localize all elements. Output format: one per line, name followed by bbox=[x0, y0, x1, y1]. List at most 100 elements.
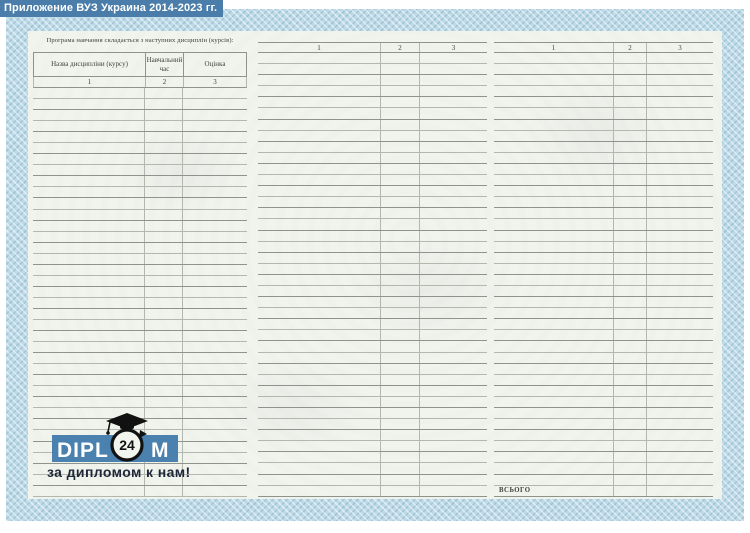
table-row bbox=[494, 441, 713, 453]
table-row bbox=[258, 274, 487, 286]
blank-rows-area: ВСЬОГО bbox=[494, 53, 713, 497]
table-cell bbox=[33, 397, 144, 407]
table-row bbox=[258, 463, 487, 475]
table-cell bbox=[258, 297, 380, 307]
table-cell bbox=[646, 385, 713, 396]
table-row bbox=[33, 463, 247, 475]
table-row bbox=[33, 419, 247, 431]
table-cell bbox=[419, 64, 487, 75]
table-cell bbox=[494, 131, 613, 141]
table-cell bbox=[494, 308, 613, 318]
table-cell bbox=[258, 164, 380, 174]
table-cell bbox=[258, 120, 380, 130]
table-cell bbox=[494, 319, 613, 329]
column-number-row: 1 2 3 bbox=[258, 42, 487, 53]
table-row bbox=[258, 319, 487, 331]
table-cell bbox=[33, 486, 144, 496]
table-cell bbox=[380, 474, 419, 485]
table-cell bbox=[613, 285, 646, 297]
table-cell bbox=[144, 220, 182, 231]
table-cell bbox=[182, 297, 247, 308]
table-cell bbox=[380, 274, 419, 285]
table-row: ВСЬОГО bbox=[494, 485, 713, 497]
table-cell bbox=[419, 363, 487, 374]
table-cell bbox=[182, 132, 247, 143]
table-cell bbox=[33, 143, 144, 153]
table-row bbox=[494, 396, 713, 408]
table-cell bbox=[33, 121, 144, 131]
table-cell bbox=[144, 132, 182, 143]
table-cell bbox=[182, 242, 247, 253]
table-row bbox=[258, 396, 487, 408]
table-cell bbox=[258, 475, 380, 485]
table-cell bbox=[144, 231, 182, 242]
table-cell bbox=[33, 386, 144, 396]
document-paper: Програма навчання складається з наступни… bbox=[28, 31, 722, 499]
table-cell bbox=[419, 452, 487, 463]
table-cell bbox=[419, 274, 487, 285]
table-cell bbox=[182, 485, 247, 496]
table-cell bbox=[494, 86, 613, 96]
table-row bbox=[494, 419, 713, 431]
table-cell bbox=[646, 75, 713, 86]
table-cell bbox=[494, 108, 613, 118]
table-cell bbox=[419, 385, 487, 396]
table-cell bbox=[258, 75, 380, 85]
table-cell bbox=[646, 241, 713, 252]
table-cell bbox=[419, 352, 487, 363]
table-cell bbox=[380, 75, 419, 86]
table-cell bbox=[613, 363, 646, 374]
table-cell bbox=[182, 342, 247, 353]
table-cell bbox=[380, 485, 419, 496]
table-cell bbox=[144, 176, 182, 187]
clock-icon bbox=[110, 428, 144, 462]
table-cell bbox=[144, 88, 182, 99]
table-cell bbox=[419, 252, 487, 263]
table-cell bbox=[646, 130, 713, 141]
table-cell bbox=[258, 319, 380, 329]
table-cell bbox=[646, 285, 713, 297]
table-cell bbox=[258, 219, 380, 229]
table-cell bbox=[613, 341, 646, 352]
table-row bbox=[494, 263, 713, 275]
table-cell bbox=[613, 441, 646, 452]
table-row bbox=[258, 385, 487, 397]
table-cell bbox=[144, 319, 182, 331]
table-cell bbox=[613, 330, 646, 341]
table-cell bbox=[419, 297, 487, 308]
table-cell bbox=[646, 97, 713, 108]
table-cell bbox=[380, 219, 419, 230]
table-cell bbox=[182, 308, 247, 319]
table-row bbox=[494, 152, 713, 164]
table-cell bbox=[182, 319, 247, 331]
table-cell bbox=[33, 132, 144, 142]
table-row bbox=[258, 374, 487, 386]
curriculum-caption: Програма навчання складається з наступни… bbox=[46, 37, 234, 44]
table-cell bbox=[144, 485, 182, 496]
table-cell bbox=[182, 88, 247, 99]
table-row bbox=[494, 297, 713, 309]
table-row bbox=[258, 285, 487, 298]
table-cell bbox=[494, 53, 613, 63]
table-row bbox=[494, 130, 713, 142]
table-cell bbox=[258, 142, 380, 152]
table-cell bbox=[494, 164, 613, 174]
table-cell bbox=[258, 108, 380, 118]
table-cell bbox=[419, 241, 487, 252]
table-header-row: Назва дисципліни (курсу) Навчальний час … bbox=[33, 52, 247, 77]
column-number: 2 bbox=[613, 43, 646, 52]
table-cell bbox=[494, 253, 613, 263]
table-cell bbox=[144, 364, 182, 375]
table-cell bbox=[419, 86, 487, 97]
table-cell bbox=[258, 452, 380, 462]
table-cell bbox=[33, 232, 144, 242]
table-cell bbox=[182, 209, 247, 220]
table-cell bbox=[613, 452, 646, 463]
table-cell bbox=[380, 319, 419, 330]
table-cell bbox=[258, 231, 380, 241]
table-cell bbox=[419, 430, 487, 441]
table-cell bbox=[419, 130, 487, 141]
table-row bbox=[258, 408, 487, 420]
table-cell bbox=[258, 441, 380, 451]
table-cell bbox=[494, 430, 613, 440]
